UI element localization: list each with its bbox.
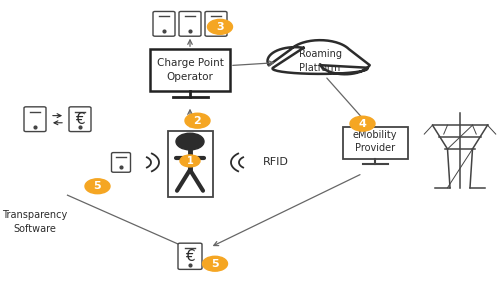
Text: €: € bbox=[185, 249, 195, 264]
Text: 1: 1 bbox=[186, 156, 194, 166]
Circle shape bbox=[176, 133, 204, 150]
Text: eMobility
Provider: eMobility Provider bbox=[353, 130, 397, 153]
FancyBboxPatch shape bbox=[24, 107, 46, 132]
Text: 2: 2 bbox=[194, 116, 202, 126]
Circle shape bbox=[185, 113, 210, 128]
FancyBboxPatch shape bbox=[112, 153, 130, 172]
FancyBboxPatch shape bbox=[179, 12, 201, 36]
Circle shape bbox=[202, 256, 228, 271]
Text: 4: 4 bbox=[358, 119, 366, 129]
Text: 5: 5 bbox=[211, 259, 219, 269]
Text: Roaming
Platform: Roaming Platform bbox=[298, 49, 342, 73]
FancyBboxPatch shape bbox=[150, 49, 230, 91]
Text: Transparency
Software: Transparency Software bbox=[2, 210, 68, 234]
Circle shape bbox=[208, 19, 233, 34]
Text: Charge Point
Operator: Charge Point Operator bbox=[156, 58, 224, 82]
Text: 3: 3 bbox=[216, 22, 224, 32]
Polygon shape bbox=[268, 40, 370, 74]
FancyBboxPatch shape bbox=[153, 12, 175, 36]
Text: €: € bbox=[75, 112, 85, 127]
Circle shape bbox=[85, 179, 110, 194]
Circle shape bbox=[350, 116, 375, 131]
FancyBboxPatch shape bbox=[205, 12, 227, 36]
FancyBboxPatch shape bbox=[69, 107, 91, 132]
Circle shape bbox=[180, 155, 200, 167]
FancyBboxPatch shape bbox=[168, 131, 212, 197]
FancyBboxPatch shape bbox=[342, 127, 407, 159]
FancyBboxPatch shape bbox=[178, 243, 202, 269]
Text: RFID: RFID bbox=[262, 157, 288, 167]
Text: 5: 5 bbox=[94, 181, 102, 191]
